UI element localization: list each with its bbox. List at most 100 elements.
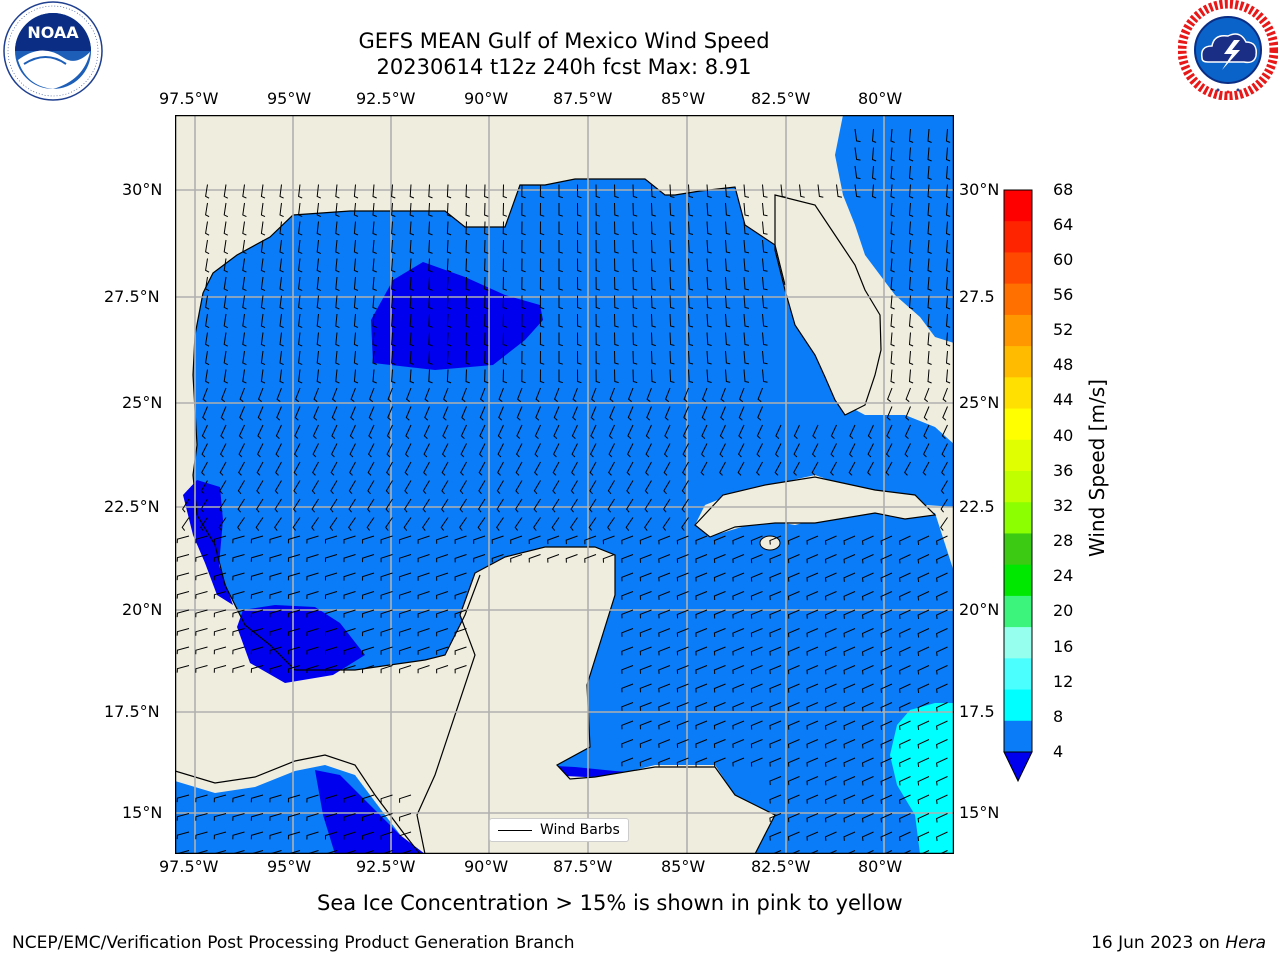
- wind-barb: [589, 461, 597, 476]
- wind-barb: [293, 480, 301, 495]
- wind-barb: [256, 443, 264, 458]
- wind-barb: [595, 313, 601, 328]
- wind-barb: [436, 591, 449, 600]
- wind-barb: [824, 628, 837, 638]
- wind-barb: [774, 461, 782, 476]
- wind-barb: [362, 831, 375, 840]
- wind-barb: [399, 628, 412, 637]
- wind-barb: [769, 535, 782, 545]
- wind-barb: [725, 276, 731, 291]
- wind-barb: [936, 665, 948, 675]
- wind-barb: [335, 221, 340, 236]
- wind-barb: [908, 147, 914, 162]
- wind-barb: [588, 498, 597, 513]
- wind-barb: [213, 628, 227, 636]
- wind-barb: [399, 646, 412, 655]
- wind-barb: [908, 184, 914, 199]
- wind-barb: [887, 387, 893, 403]
- wind-barb: [890, 202, 895, 217]
- wind-barb: [391, 313, 396, 328]
- wind-barb: [639, 535, 652, 545]
- wind-barb: [478, 443, 486, 458]
- wind-barb: [521, 276, 526, 291]
- wind-barb: [335, 369, 340, 384]
- wind-barb: [732, 739, 745, 749]
- wind-barb: [750, 609, 763, 619]
- wind-barb: [372, 202, 377, 217]
- wind-barb: [811, 443, 819, 458]
- colorbar-block: [1004, 377, 1032, 410]
- wind-barb: [799, 184, 805, 198]
- wind-barb: [213, 554, 227, 562]
- wind-barb: [242, 258, 247, 273]
- wind-barb: [688, 295, 694, 309]
- wind-barb: [732, 591, 745, 601]
- wind-barb: [824, 794, 837, 804]
- wind-barb: [890, 332, 895, 347]
- wind-barb: [232, 794, 245, 803]
- wind-barb: [806, 646, 819, 656]
- wind-barb: [743, 295, 750, 309]
- wind-barb: [658, 572, 671, 582]
- wind-barb: [399, 850, 412, 854]
- wind-barb: [502, 258, 508, 273]
- wind-barb: [181, 517, 190, 531]
- wind-barb: [325, 572, 338, 581]
- wind-barb: [237, 498, 245, 513]
- wind-barb: [917, 757, 930, 768]
- wind-barb: [423, 443, 430, 458]
- wind-barb: [441, 480, 449, 495]
- wind-barb: [275, 443, 282, 458]
- wind-barb: [465, 350, 470, 365]
- wind-barb: [806, 702, 819, 712]
- wind-barb: [725, 313, 731, 328]
- wind-barb: [399, 554, 412, 563]
- wind-barb: [399, 665, 412, 674]
- wind-barb: [854, 165, 861, 180]
- wind-barb: [460, 461, 467, 476]
- wind-barb: [713, 665, 726, 675]
- wind-barb: [719, 461, 726, 476]
- wind-barb: [824, 776, 837, 786]
- wind-barb: [607, 498, 615, 513]
- wind-barb: [908, 239, 914, 254]
- wind-barb: [639, 628, 652, 637]
- wind-barb: [239, 387, 245, 403]
- wind-barb: [890, 276, 895, 291]
- wind-barb: [502, 239, 508, 254]
- wind-barb: [223, 202, 229, 218]
- colorbar-tick: 4: [1053, 742, 1064, 761]
- wind-barb: [706, 276, 712, 291]
- wind-barb: [854, 147, 861, 161]
- wind-barb: [688, 221, 694, 235]
- wind-barb: [945, 295, 951, 310]
- wind-speed-map: [175, 115, 954, 854]
- wind-barb: [325, 609, 338, 618]
- wind-barb: [688, 239, 694, 254]
- wind-barb: [945, 239, 951, 254]
- wind-barb: [316, 239, 322, 255]
- wind-barb: [843, 794, 856, 804]
- wind-barb: [899, 572, 911, 582]
- wind-barb: [663, 480, 671, 495]
- wind-barb: [595, 184, 601, 199]
- wind-barb: [899, 628, 911, 638]
- wind-barb: [460, 443, 467, 458]
- wind-barb: [942, 387, 948, 403]
- wind-barb: [287, 554, 301, 562]
- wind-barb: [743, 221, 750, 235]
- lat-label-left: 25°N: [122, 393, 163, 412]
- wind-barb: [502, 184, 508, 199]
- wind-barb: [353, 313, 359, 328]
- wind-barb: [861, 794, 874, 804]
- wind-barb: [769, 683, 782, 693]
- colorbar-tick: 12: [1053, 672, 1074, 691]
- wind-barb: [621, 609, 634, 619]
- wind-barb: [867, 424, 874, 439]
- wind-barb: [595, 221, 601, 236]
- wind-barb: [223, 184, 229, 199]
- wind-barb: [176, 572, 190, 581]
- wind-barb: [294, 424, 301, 439]
- wind-barb: [399, 535, 412, 544]
- wind-barb: [945, 202, 951, 217]
